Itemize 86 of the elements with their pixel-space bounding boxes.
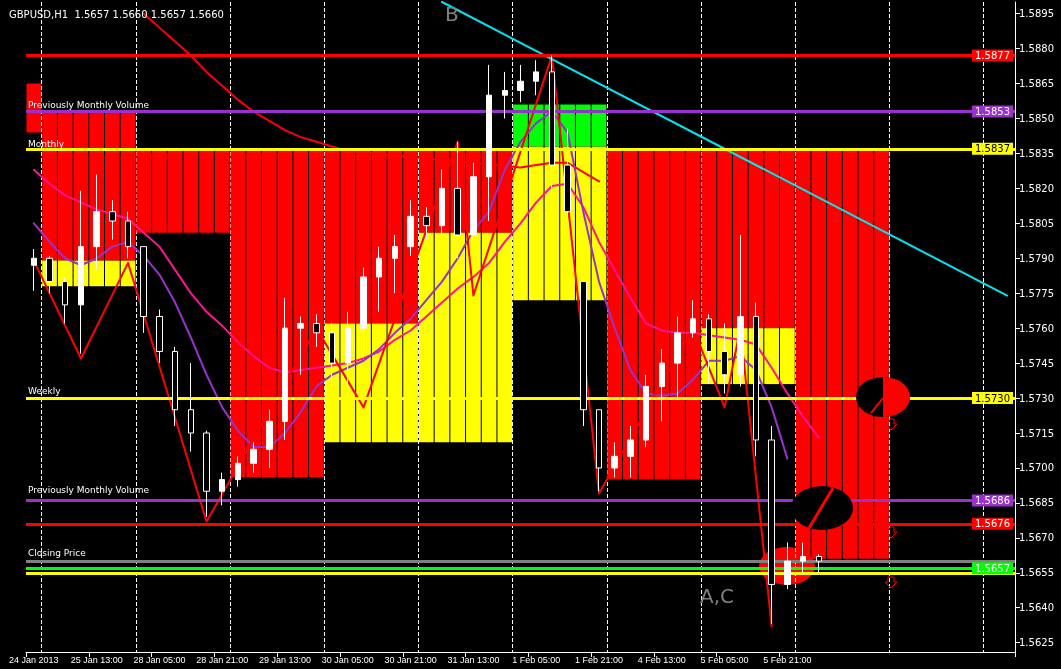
annotation: Closing Price	[28, 547, 87, 558]
y-tick-label: 1.5625	[1019, 637, 1054, 649]
candlestick	[329, 323, 335, 387]
candlestick	[345, 311, 351, 399]
candlestick	[93, 173, 100, 271]
candlestick	[297, 316, 304, 376]
candlestick	[596, 409, 602, 492]
candlestick	[125, 211, 131, 259]
candlestick	[564, 127, 571, 222]
x-tick-label: 5 Feb 05:00	[700, 654, 749, 665]
candlestick	[486, 64, 492, 222]
candlestick	[219, 472, 225, 506]
annotation: Weekly	[28, 385, 62, 396]
candlestick	[659, 348, 665, 422]
x-tick-label: 4 Feb 13:00	[637, 654, 686, 665]
x-tick-label: 25 Jan 13:00	[70, 654, 123, 665]
y-tick-label: 1.5760	[1019, 322, 1054, 334]
ref-line-label: 1.5676	[975, 518, 1010, 530]
candlestick	[62, 276, 68, 325]
y-tick-label: 1.5700	[1019, 462, 1054, 474]
y-tick-label: 1.5730	[1019, 392, 1054, 404]
ref-line-label: 1.5686	[975, 495, 1010, 507]
y-tick-label: 1.5790	[1019, 252, 1054, 264]
ref-line-label: 1.5837	[975, 143, 1010, 155]
candlestick	[376, 246, 382, 313]
x-tick-label: 30 Jan 05:00	[321, 654, 374, 665]
ref-line-label: 1.5877	[975, 50, 1010, 62]
x-tick-label: 1 Feb 21:00	[574, 654, 624, 665]
candlestick	[627, 425, 634, 478]
y-tick-label: 1.5640	[1019, 602, 1054, 614]
y-tick-label: 1.5655	[1019, 567, 1054, 579]
candlestick	[674, 316, 681, 399]
candlestick	[643, 374, 649, 448]
x-tick-label: 1 Feb 05:00	[512, 654, 561, 665]
candlestick	[611, 441, 618, 478]
y-tick-label: 1.5805	[1019, 217, 1054, 229]
candlestick	[517, 64, 524, 103]
annotation: Previously Monthly Volume	[28, 484, 150, 495]
annotation: B	[445, 2, 459, 26]
y-tick-label: 1.5865	[1019, 78, 1054, 90]
candlestick	[188, 362, 194, 453]
y-tick-label: 1.5715	[1019, 427, 1054, 439]
y-tick-label: 1.5895	[1019, 8, 1054, 20]
y-tick-label: 1.5775	[1019, 287, 1054, 299]
candlestick	[109, 199, 116, 241]
candlestick	[533, 59, 539, 96]
ref-line-label: 1.5730	[975, 392, 1010, 404]
x-tick-label: 28 Jan 21:00	[196, 654, 249, 665]
ref-line-label: 1.5853	[975, 106, 1010, 117]
x-tick-label: 28 Jan 05:00	[133, 654, 186, 665]
y-tick-label: 1.5745	[1019, 357, 1054, 369]
candlestick	[313, 313, 320, 348]
x-tick-label: 5 Feb 21:00	[763, 654, 812, 665]
y-tick-label: 1.5685	[1019, 497, 1054, 509]
y-tick-label: 1.5820	[1019, 182, 1054, 194]
candlestick	[31, 248, 37, 292]
x-tick-label: 31 Jan 13:00	[447, 654, 500, 665]
y-tick-label: 1.5880	[1019, 43, 1054, 55]
candlestick	[203, 430, 210, 518]
candlestick	[423, 206, 430, 241]
y-tick-label: 1.5835	[1019, 147, 1054, 159]
candlestick	[250, 441, 257, 474]
ref-line-label: 1.5657	[975, 562, 1010, 574]
candlestick	[439, 169, 445, 236]
candlestick	[172, 346, 178, 427]
candlestick	[156, 309, 163, 364]
candlestick	[235, 455, 241, 488]
candlestick	[580, 276, 587, 427]
candlestick	[768, 425, 775, 625]
candlestick	[502, 71, 508, 119]
candlestick	[690, 299, 696, 338]
annotation: A,C	[700, 584, 735, 608]
x-tick-label: 24 Jan 2013	[9, 654, 59, 665]
candlestick	[282, 297, 288, 441]
candlestick	[360, 267, 367, 357]
x-tick-label: 29 Jan 13:00	[259, 654, 312, 665]
candlestick	[392, 234, 398, 294]
text: GBPUSD,H1 1.5657 1.5660 1.5657 1.5660	[9, 8, 224, 20]
y-tick-label: 1.5670	[1019, 532, 1054, 544]
y-tick-label: 1.5850	[1019, 112, 1054, 124]
candlestick	[140, 246, 147, 334]
x-tick-label: 30 Jan 21:00	[384, 654, 437, 665]
candlestick	[816, 553, 822, 574]
candlestick	[266, 409, 273, 469]
candlestick	[407, 199, 414, 257]
candlestick	[470, 162, 477, 236]
